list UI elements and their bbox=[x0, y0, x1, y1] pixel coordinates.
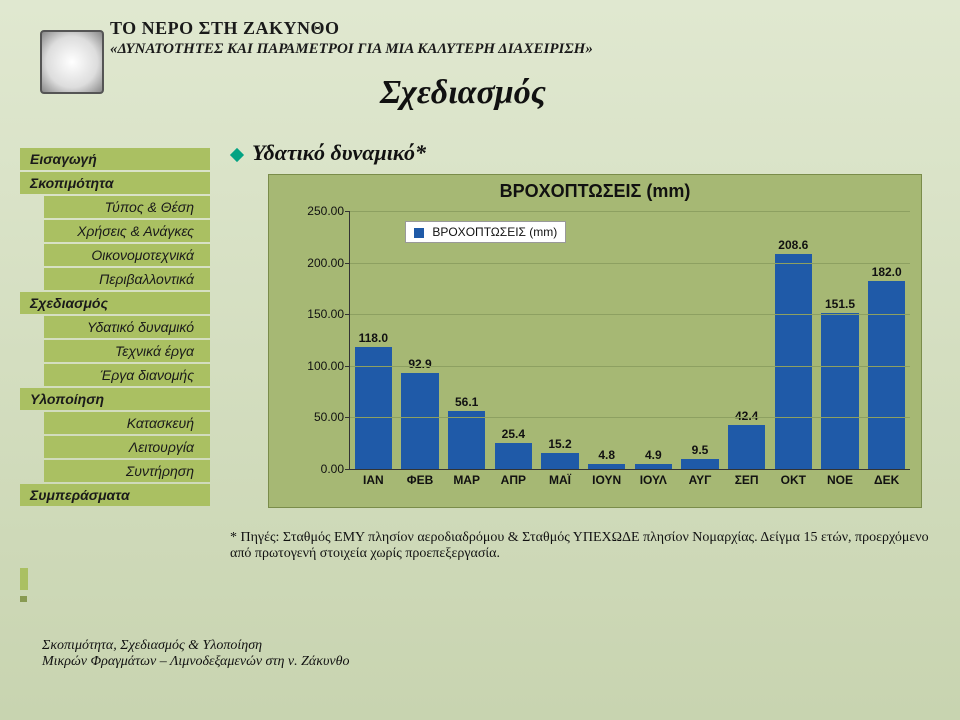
sidebar-item[interactable]: Εισαγωγή bbox=[20, 148, 210, 170]
y-tick-mark bbox=[345, 211, 350, 212]
grid-line bbox=[350, 211, 910, 212]
logo bbox=[40, 30, 104, 94]
sidebar-item[interactable]: Υλοποίηση bbox=[20, 388, 210, 410]
bar-rect bbox=[495, 443, 532, 469]
page-subtitle: «ΔΥΝΑΤΟΤΗΤΕΣ ΚΑΙ ΠΑΡΑΜΕΤΡΟΙ ΓΙΑ ΜΙΑ ΚΑΛΥ… bbox=[110, 41, 593, 58]
bar-rect bbox=[401, 373, 438, 469]
bar: 15.2 bbox=[541, 453, 578, 469]
sidebar-item[interactable]: Λειτουργία bbox=[44, 436, 210, 458]
bar-value-label: 15.2 bbox=[541, 437, 578, 451]
bar-value-label: 56.1 bbox=[448, 395, 485, 409]
sidebar-item[interactable]: Σχεδιασμός bbox=[20, 292, 210, 314]
sidebar-item[interactable]: Υδατικό δυναμικό bbox=[44, 316, 210, 338]
sidebar-item[interactable]: Συντήρηση bbox=[44, 460, 210, 482]
sidebar-item[interactable]: Οικονομοτεχνικά bbox=[44, 244, 210, 266]
section-heading: Σχεδιασμός bbox=[380, 74, 546, 112]
y-tick-label: 0.00 bbox=[294, 462, 344, 476]
x-tick-label: ΟΚΤ bbox=[770, 473, 817, 487]
chart-plot: 118.092.956.125.415.24.84.99.542.4208.61… bbox=[349, 211, 910, 470]
page-title: ΤΟ ΝΕΡΟ ΣΤΗ ΖΑΚΥΝΘΟ bbox=[110, 18, 593, 39]
bar: 151.5 bbox=[821, 313, 858, 469]
accent-box bbox=[20, 568, 28, 590]
bar: 25.4 bbox=[495, 443, 532, 469]
x-tick-label: ΦΕΒ bbox=[397, 473, 444, 487]
grid-line bbox=[350, 366, 910, 367]
bar: 92.9 bbox=[401, 373, 438, 469]
footer-line2: Μικρών Φραγμάτων – Λιμνοδεξαμενών στη ν.… bbox=[42, 654, 350, 670]
sidebar-item[interactable]: Τεχνικά έργα bbox=[44, 340, 210, 362]
bar-value-label: 4.8 bbox=[588, 448, 625, 462]
bar-rect bbox=[821, 313, 858, 469]
bar-value-label: 4.9 bbox=[635, 448, 672, 462]
chart-title: ΒΡΟΧΟΠΤΩΣΕΙΣ (mm) bbox=[269, 181, 921, 202]
y-tick-label: 100.00 bbox=[294, 359, 344, 373]
x-tick-label: ΜΑΡ bbox=[443, 473, 490, 487]
bar-value-label: 25.4 bbox=[495, 427, 532, 441]
sidebar-item[interactable]: Τύπος & Θέση bbox=[44, 196, 210, 218]
bar-value-label: 9.5 bbox=[681, 443, 718, 457]
bar-value-label: 42.4 bbox=[728, 409, 765, 423]
bar: 208.6 bbox=[775, 254, 812, 469]
x-tick-label: ΣΕΠ bbox=[723, 473, 770, 487]
x-tick-label: ΙΟΥΝ bbox=[583, 473, 630, 487]
bar: 182.0 bbox=[868, 281, 905, 469]
bar-rect bbox=[635, 464, 672, 469]
bar-value-label: 208.6 bbox=[775, 238, 812, 252]
footer-line1: Σκοπιμότητα, Σχεδιασμός & Υλοποίηση bbox=[42, 638, 350, 654]
sidebar-item[interactable]: Περιβαλλοντικά bbox=[44, 268, 210, 290]
bar-rect bbox=[728, 425, 765, 469]
x-tick-label: ΙΟΥΛ bbox=[630, 473, 677, 487]
bar-rect bbox=[541, 453, 578, 469]
y-tick-label: 200.00 bbox=[294, 256, 344, 270]
y-tick-mark bbox=[345, 417, 350, 418]
y-tick-mark bbox=[345, 469, 350, 470]
y-tick-mark bbox=[345, 263, 350, 264]
source-note: * Πηγές: Σταθμός ΕΜΥ πλησίον αεροδιαδρόμ… bbox=[230, 530, 930, 562]
sidebar-item[interactable]: Κατασκευή bbox=[44, 412, 210, 434]
x-tick-label: ΙΑΝ bbox=[350, 473, 397, 487]
bar: 9.5 bbox=[681, 459, 718, 469]
x-tick-label: ΑΥΓ bbox=[677, 473, 724, 487]
bar-value-label: 118.0 bbox=[355, 331, 392, 345]
bar: 56.1 bbox=[448, 411, 485, 469]
bar-rect bbox=[588, 464, 625, 469]
bar: 42.4 bbox=[728, 425, 765, 469]
y-tick-label: 150.00 bbox=[294, 307, 344, 321]
y-tick-mark bbox=[345, 366, 350, 367]
sidebar-item[interactable]: Χρήσεις & Ανάγκες bbox=[44, 220, 210, 242]
x-tick-label: ΔΕΚ bbox=[863, 473, 910, 487]
bar-rect bbox=[448, 411, 485, 469]
accent-box-small bbox=[20, 596, 27, 602]
x-tick-label: ΑΠΡ bbox=[490, 473, 537, 487]
sidebar-item[interactable]: Έργα διανομής bbox=[44, 364, 210, 386]
y-tick-label: 250.00 bbox=[294, 204, 344, 218]
bar-rect bbox=[868, 281, 905, 469]
y-tick-mark bbox=[345, 314, 350, 315]
x-tick-label: ΜΑΪ bbox=[537, 473, 584, 487]
bullet-heading: Υδατικό δυναμικό* bbox=[232, 140, 426, 166]
bar-value-label: 92.9 bbox=[401, 357, 438, 371]
bar-value-label: 151.5 bbox=[821, 297, 858, 311]
bar-rect bbox=[681, 459, 718, 469]
grid-line bbox=[350, 417, 910, 418]
bar-value-label: 182.0 bbox=[868, 265, 905, 279]
sidebar-item[interactable]: Σκοπιμότητα bbox=[20, 172, 210, 194]
y-tick-label: 50.00 bbox=[294, 410, 344, 424]
sidebar: ΕισαγωγήΣκοπιμότηταΤύπος & ΘέσηΧρήσεις &… bbox=[20, 146, 210, 508]
chart-container: ΒΡΟΧΟΠΤΩΣΕΙΣ (mm) ΒΡΟΧΟΠΤΩΣΕΙΣ (mm) 118.… bbox=[268, 174, 922, 508]
sidebar-item[interactable]: Συμπεράσματα bbox=[20, 484, 210, 506]
grid-line bbox=[350, 314, 910, 315]
footer-text: Σκοπιμότητα, Σχεδιασμός & Υλοποίηση Μικρ… bbox=[42, 638, 350, 670]
x-tick-label: ΝΟΕ bbox=[817, 473, 864, 487]
bar-rect bbox=[775, 254, 812, 469]
bar: 4.8 bbox=[588, 464, 625, 469]
grid-line bbox=[350, 263, 910, 264]
bar: 4.9 bbox=[635, 464, 672, 469]
